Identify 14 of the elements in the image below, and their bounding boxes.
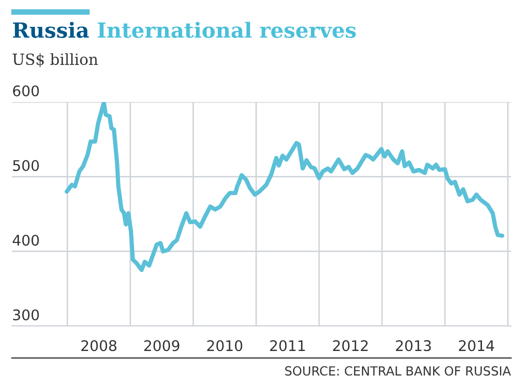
- chart-subtitle: US$ billion: [12, 53, 98, 68]
- x-tick-label: 2009: [144, 340, 180, 352]
- x-tick-label: 2011: [270, 340, 305, 352]
- y-tick-label: 300: [13, 309, 39, 320]
- x-tick-label: 2008: [81, 340, 116, 352]
- x-tick-label: 2013: [396, 340, 431, 352]
- y-tick-label: 500: [13, 160, 39, 172]
- source-note: SOURCE: CENTRAL BANK OF RUSSIA: [285, 366, 511, 376]
- x-tick-label: 2010: [207, 340, 242, 352]
- y-tick-label: 400: [12, 234, 39, 246]
- x-tick-label: 2012: [333, 340, 368, 352]
- y-tick-label: 600: [13, 85, 39, 96]
- x-tick-label: 2014: [458, 340, 494, 352]
- chart-title: Russia International reserves: [12, 22, 356, 38]
